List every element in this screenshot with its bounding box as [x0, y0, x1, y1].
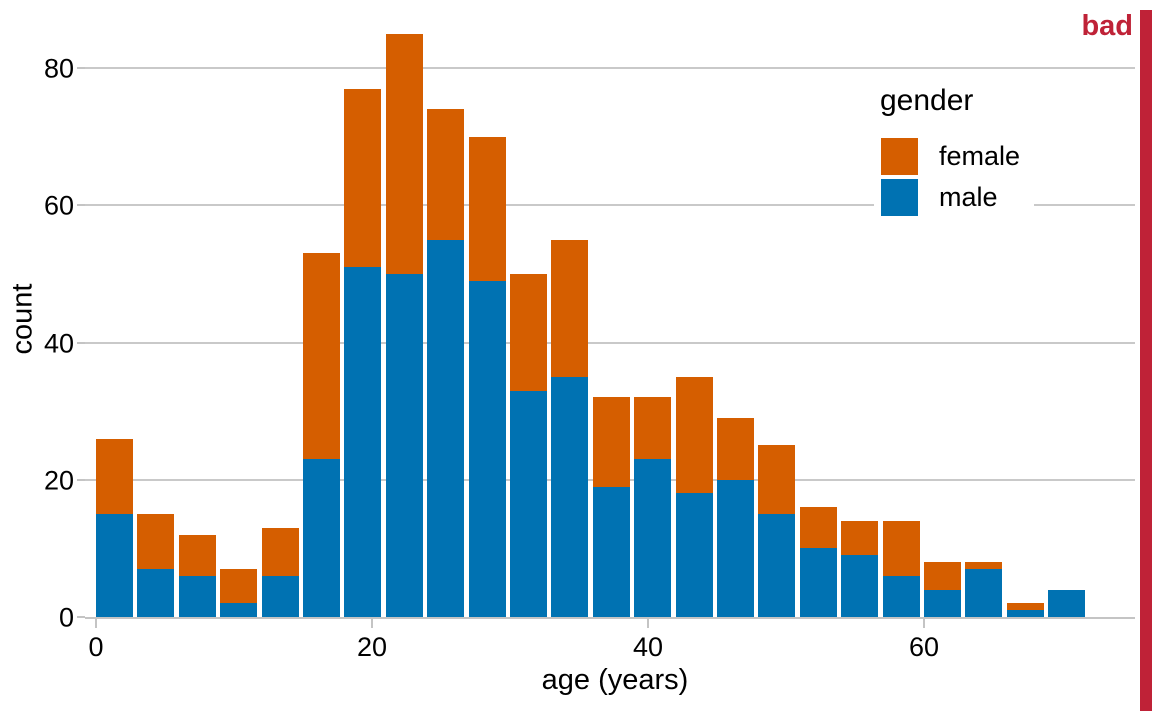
bar-male-age-60	[924, 589, 961, 617]
bar-male-age-39	[634, 459, 672, 617]
gridline-y-40	[85, 341, 1135, 344]
bar-female-age-66	[1006, 603, 1044, 611]
bar-female-age-51	[799, 507, 837, 549]
bar-female-age-30	[510, 273, 547, 391]
x-tick-label-0: 0	[88, 632, 104, 662]
bar-female-age-42	[675, 376, 713, 494]
bar-male-age-6	[178, 575, 216, 617]
x-tick-label-40: 40	[632, 632, 664, 662]
bar-male-age-33	[551, 376, 589, 617]
bar-female-age-45	[717, 417, 754, 480]
bar-male-age-45	[717, 479, 754, 617]
y-tick-40	[77, 341, 85, 344]
bar-male-age-66	[1006, 610, 1044, 617]
bar-female-age-63	[965, 562, 1003, 569]
bar-female-age-18	[344, 88, 382, 267]
bar-male-age-57	[882, 575, 920, 617]
bar-male-age-30	[510, 390, 547, 617]
legend-item-male: male	[881, 179, 998, 216]
x-tick-60	[923, 619, 925, 628]
bar-female-age-6	[178, 534, 216, 576]
bar-male-age-27	[468, 280, 506, 617]
bar-male-age-18	[344, 267, 382, 617]
y-tick-label-60: 60	[43, 190, 74, 221]
bar-female-age-12	[261, 527, 299, 576]
bar-male-age-12	[261, 575, 299, 617]
y-axis-title: count	[6, 283, 39, 355]
bar-female-age-60	[924, 562, 961, 590]
bar-female-age-48	[758, 445, 796, 515]
bar-male-age-3	[137, 568, 175, 617]
bar-female-age-27	[468, 136, 506, 281]
x-axis-line	[85, 617, 1135, 619]
bar-female-age-9	[220, 568, 258, 604]
bar-male-age-24	[427, 239, 465, 617]
bar-female-age-24	[427, 109, 465, 240]
legend-label-male: male	[939, 182, 998, 212]
bar-male-age-54	[841, 555, 879, 617]
x-tick-20	[371, 619, 373, 628]
bar-male-age-0	[96, 514, 133, 617]
y-tick-60	[77, 204, 85, 207]
bar-male-age-15	[303, 459, 340, 617]
x-tick-40	[647, 619, 649, 628]
legend-swatch-female	[881, 138, 918, 175]
bar-male-age-9	[220, 603, 258, 617]
legend-label-female: female	[939, 141, 1021, 171]
bar-male-age-36	[592, 486, 630, 617]
bar-female-age-0	[96, 438, 133, 515]
x-tick-0	[95, 619, 97, 628]
bar-male-age-51	[799, 548, 837, 617]
legend-title: gender	[880, 84, 974, 117]
bar-female-age-36	[592, 397, 630, 487]
gridline-y-80	[85, 67, 1135, 69]
bar-male-age-63	[965, 568, 1003, 617]
bar-male-age-21	[385, 273, 423, 617]
bar-female-age-33	[551, 239, 589, 377]
y-tick-0	[77, 616, 85, 618]
legend-item-female: female	[881, 138, 1020, 175]
y-tick-label-40: 40	[43, 328, 74, 358]
gridline-y-60	[85, 204, 1135, 207]
y-tick-80	[77, 67, 85, 69]
bar-male-age-48	[758, 514, 796, 617]
bar-male-age-69	[1048, 589, 1086, 617]
y-tick-20	[77, 478, 85, 481]
y-tick-label-0: 0	[58, 602, 74, 633]
y-tick-label-20: 20	[43, 465, 74, 496]
bar-female-age-54	[841, 520, 879, 556]
bar-female-age-39	[634, 397, 672, 460]
bar-male-age-42	[675, 493, 713, 617]
bar-female-age-3	[137, 514, 175, 569]
margin-stripe	[1140, 10, 1152, 711]
bar-female-age-21	[385, 33, 423, 274]
legend-swatch-male	[881, 179, 918, 216]
x-tick-label-60: 60	[908, 632, 940, 662]
bar-female-age-57	[882, 520, 920, 576]
x-tick-label-20: 20	[356, 632, 388, 662]
bar-female-age-15	[303, 253, 340, 460]
y-tick-label-80: 80	[43, 53, 74, 84]
bad-annotation: bad	[1081, 10, 1133, 42]
x-axis-title: age (years)	[541, 664, 689, 696]
